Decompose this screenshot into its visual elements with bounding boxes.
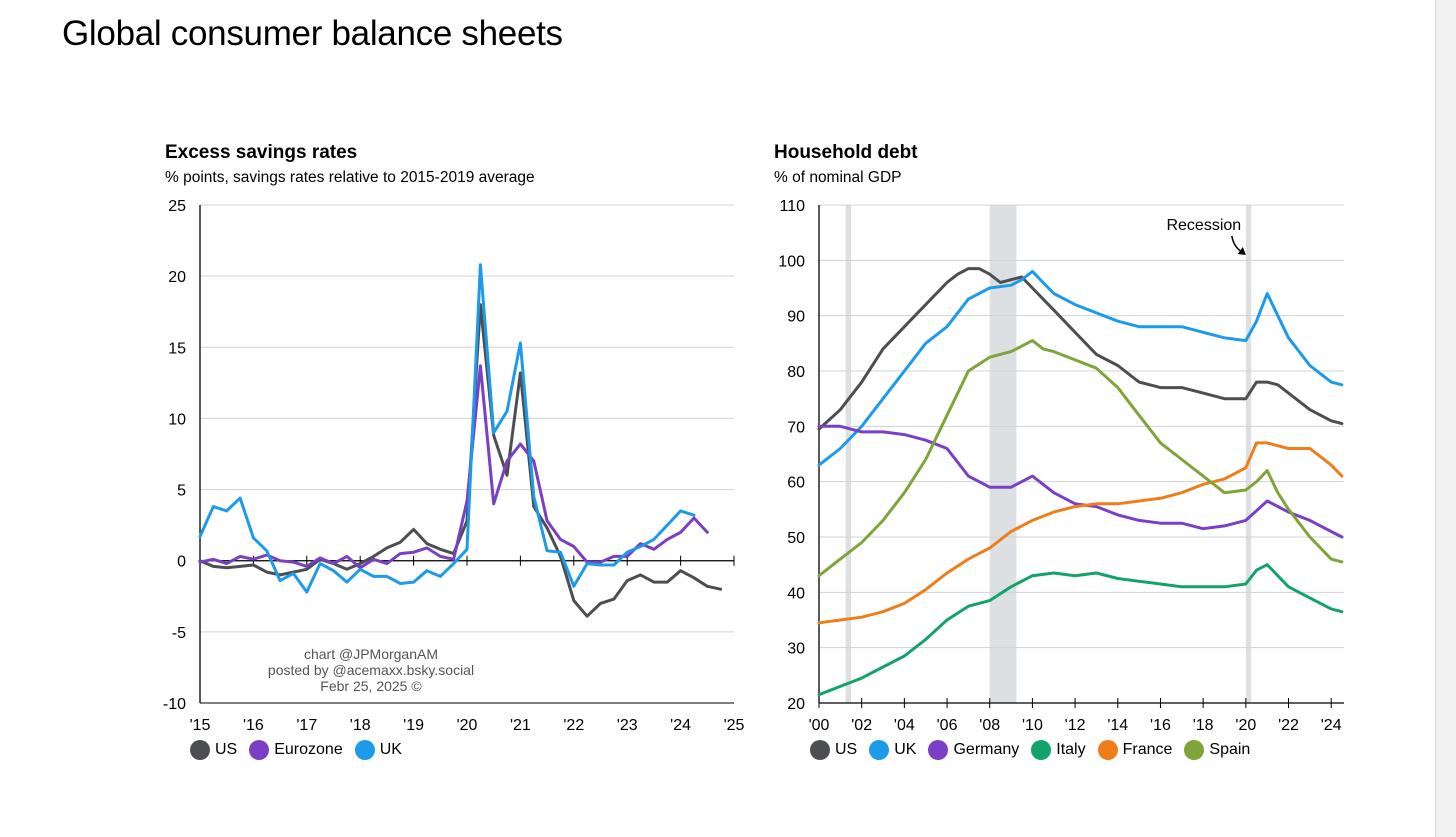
y-tick-label: -10 bbox=[163, 696, 186, 713]
series-line-uk bbox=[817, 269, 1344, 467]
series-line-italy bbox=[817, 563, 1344, 697]
legend-item-italy: Italy bbox=[1031, 740, 1086, 760]
y-tick-label: 110 bbox=[779, 198, 805, 215]
x-tick-label: '08 bbox=[979, 717, 1000, 734]
legend-label: Spain bbox=[1209, 741, 1251, 758]
x-tick-label: '21 bbox=[510, 717, 531, 734]
y-tick-label: 90 bbox=[787, 309, 805, 326]
recession-arrow bbox=[1231, 235, 1245, 254]
x-tick-label: '04 bbox=[894, 717, 915, 734]
x-tick-label: '24 bbox=[1321, 717, 1342, 734]
legend-item-germany: Germany bbox=[928, 740, 1019, 760]
legend-item-uk: UK bbox=[869, 740, 916, 760]
chart-subtitle-debt: % of nominal GDP bbox=[774, 169, 902, 186]
x-tick-label: '17 bbox=[296, 717, 317, 734]
credit-line-2: posted by @acemaxx.bsky.social bbox=[267, 662, 475, 678]
x-tick-label: '23 bbox=[617, 717, 638, 734]
legend-label: Germany bbox=[953, 741, 1020, 758]
series-line-france bbox=[817, 441, 1344, 625]
y-tick-label: 10 bbox=[168, 411, 186, 428]
series-line-eurozone bbox=[198, 364, 709, 570]
legend-item-uk: UK bbox=[354, 740, 402, 760]
x-tick-label: '18 bbox=[350, 717, 371, 734]
y-tick-label: 60 bbox=[787, 475, 805, 492]
x-tick-label: '16 bbox=[243, 717, 264, 734]
legend-item-us: US bbox=[190, 740, 237, 760]
x-tick-label: '02 bbox=[851, 717, 872, 734]
y-tick-label: 25 bbox=[168, 198, 186, 215]
credit-line-3: Febr 25, 2025 © bbox=[320, 678, 422, 694]
y-tick-label: 70 bbox=[787, 419, 805, 436]
x-tick-label: '20 bbox=[1235, 717, 1256, 734]
y-tick-label: 30 bbox=[787, 641, 805, 658]
legend-swatch bbox=[1184, 740, 1205, 760]
legend-label: Italy bbox=[1056, 741, 1086, 758]
recession-band-3 bbox=[1245, 205, 1252, 703]
y-tick-label: 50 bbox=[787, 530, 805, 547]
legend-label: France bbox=[1122, 741, 1173, 758]
y-tick-label: 100 bbox=[778, 253, 805, 270]
recession-band-1 bbox=[845, 205, 852, 703]
x-tick-label: '19 bbox=[403, 717, 424, 734]
x-tick-label: '22 bbox=[563, 717, 584, 734]
x-tick-label: '20 bbox=[457, 717, 478, 734]
y-tick-label: 5 bbox=[177, 483, 186, 500]
legend-swatch bbox=[249, 740, 270, 760]
legend-swatch bbox=[190, 740, 210, 760]
x-tick-label: '15 bbox=[190, 717, 211, 734]
x-tick-label: '16 bbox=[1150, 717, 1171, 734]
legend-savings: US Eurozone UK bbox=[190, 740, 414, 760]
chart-title-savings: Excess savings rates bbox=[165, 142, 358, 163]
legend-swatch bbox=[354, 740, 375, 760]
y-tick-label: 0 bbox=[177, 554, 186, 571]
series-line-uk bbox=[198, 263, 696, 594]
x-tick-label: '24 bbox=[670, 717, 691, 734]
legend-swatch bbox=[810, 740, 830, 760]
legend-label: US bbox=[215, 741, 238, 758]
x-tick-label: '22 bbox=[1278, 717, 1299, 734]
credit-line-1: chart @JPMorganAM bbox=[303, 646, 439, 662]
x-tick-label: '18 bbox=[1193, 717, 1214, 734]
legend-swatch bbox=[928, 740, 949, 760]
y-tick-label: -5 bbox=[172, 625, 186, 642]
y-tick-label: 15 bbox=[168, 340, 186, 357]
legend-item-france: France bbox=[1097, 740, 1173, 760]
recession-label: Recession bbox=[1166, 217, 1241, 234]
y-tick-label: 20 bbox=[787, 696, 805, 713]
legend-swatch bbox=[869, 740, 890, 760]
legend-label: UK bbox=[894, 741, 917, 758]
legend-swatch bbox=[1097, 740, 1118, 760]
y-tick-label: 80 bbox=[787, 364, 805, 381]
chart-title-debt: Household debt bbox=[774, 142, 918, 163]
series-line-us bbox=[198, 303, 723, 618]
scrollbar-track[interactable] bbox=[1435, 0, 1456, 837]
recession-band-2 bbox=[989, 205, 1017, 703]
x-tick-label: '25 bbox=[724, 717, 745, 734]
x-tick-label: '12 bbox=[1065, 717, 1086, 734]
page-title: Global consumer balance sheets bbox=[62, 14, 563, 53]
series-line-spain bbox=[817, 339, 1344, 578]
x-tick-label: '00 bbox=[809, 717, 830, 734]
legend-label: Eurozone bbox=[274, 741, 343, 758]
y-tick-label: 20 bbox=[168, 269, 186, 286]
legend-item-spain: Spain bbox=[1184, 740, 1250, 760]
x-tick-label: '14 bbox=[1107, 717, 1128, 734]
y-tick-label: 40 bbox=[787, 585, 805, 602]
legend-label: UK bbox=[379, 741, 402, 758]
legend-item-us: US bbox=[810, 740, 857, 760]
legend-swatch bbox=[1031, 740, 1052, 760]
series-line-germany bbox=[817, 424, 1344, 539]
chart-subtitle-savings: % points, savings rates relative to 2015… bbox=[165, 169, 535, 186]
series-line-us bbox=[817, 267, 1344, 431]
x-tick-label: '10 bbox=[1022, 717, 1043, 734]
credit-block: chart @JPMorganAM posted by @acemaxx.bsk… bbox=[256, 646, 486, 694]
recession-arrowhead bbox=[1237, 247, 1246, 255]
legend-label: US bbox=[835, 741, 858, 758]
legend-item-eurozone: Eurozone bbox=[249, 740, 343, 760]
legend-debt: US UK Germany Italy France Spain bbox=[810, 740, 1262, 760]
x-tick-label: '06 bbox=[937, 717, 958, 734]
